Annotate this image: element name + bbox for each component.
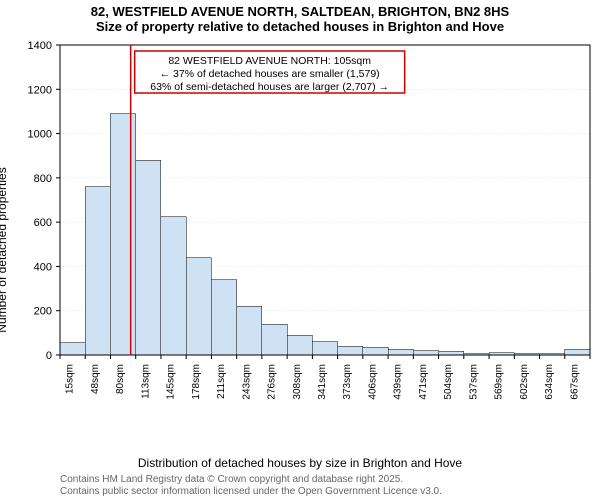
callout-line-3: 63% of semi-detached houses are larger (… (150, 81, 389, 93)
x-axis-label: Distribution of detached houses by size … (0, 456, 600, 470)
histogram-bar (211, 280, 236, 355)
histogram-bar (388, 349, 413, 355)
histogram-bar (287, 335, 312, 355)
y-tick-label: 400 (34, 261, 52, 273)
y-tick-label: 1400 (28, 40, 52, 52)
histogram-bar (413, 351, 438, 355)
histogram-bar (60, 343, 85, 355)
histogram-bar (186, 258, 211, 355)
x-tick-label: 406sqm (367, 364, 378, 400)
y-tick-label: 800 (34, 173, 52, 185)
footer-line-1: Contains HM Land Registry data © Crown c… (60, 474, 442, 486)
y-axis-label: Number of detached properties (0, 167, 9, 332)
histogram-plot: 020040060080010001200140015sqm48sqm80sqm… (60, 45, 590, 410)
chart-footer: Contains HM Land Registry data © Crown c… (60, 474, 442, 498)
x-tick-label: 439sqm (393, 364, 404, 400)
title-line-1: 82, WESTFIELD AVENUE NORTH, SALTDEAN, BR… (0, 4, 600, 19)
footer-line-2: Contains public sector information licen… (60, 486, 442, 498)
y-tick-label: 0 (46, 350, 52, 362)
histogram-bar (565, 349, 590, 355)
histogram-bar (439, 351, 464, 355)
x-tick-label: 471sqm (418, 364, 429, 400)
histogram-bar (237, 306, 262, 355)
x-tick-label: 373sqm (342, 364, 353, 400)
y-tick-label: 1200 (28, 84, 52, 96)
histogram-bar (110, 114, 135, 355)
x-tick-label: 48sqm (90, 364, 101, 394)
y-tick-label: 1000 (28, 129, 52, 141)
histogram-bar (85, 187, 110, 355)
histogram-bar (136, 160, 161, 355)
x-tick-label: 308sqm (292, 364, 303, 400)
x-tick-label: 504sqm (443, 364, 454, 400)
histogram-bar (338, 346, 363, 355)
x-tick-label: 178sqm (191, 364, 202, 400)
title-line-2: Size of property relative to detached ho… (0, 19, 600, 34)
x-tick-label: 243sqm (241, 364, 252, 400)
x-tick-label: 276sqm (267, 364, 278, 400)
x-tick-label: 634sqm (544, 364, 555, 400)
y-tick-label: 200 (34, 306, 52, 318)
x-tick-label: 602sqm (519, 364, 530, 400)
histogram-bar (161, 217, 186, 355)
x-tick-label: 667sqm (569, 364, 580, 400)
chart-title: 82, WESTFIELD AVENUE NORTH, SALTDEAN, BR… (0, 4, 600, 34)
x-tick-label: 569sqm (494, 364, 505, 400)
x-tick-label: 341sqm (317, 364, 328, 400)
x-tick-label: 211sqm (216, 364, 227, 399)
callout-line-1: 82 WESTFIELD AVENUE NORTH: 105sqm (168, 55, 371, 67)
x-tick-label: 537sqm (468, 364, 479, 400)
chart-container: 82, WESTFIELD AVENUE NORTH, SALTDEAN, BR… (0, 0, 600, 500)
x-tick-label: 80sqm (115, 364, 126, 394)
histogram-bar (262, 324, 287, 355)
x-tick-label: 145sqm (166, 364, 177, 400)
y-tick-label: 600 (34, 217, 52, 229)
x-tick-label: 113sqm (140, 364, 151, 399)
histogram-bar (363, 347, 388, 355)
callout-line-2: ← 37% of detached houses are smaller (1,… (160, 68, 380, 80)
histogram-bar (312, 342, 337, 355)
x-tick-label: 15sqm (65, 364, 76, 394)
